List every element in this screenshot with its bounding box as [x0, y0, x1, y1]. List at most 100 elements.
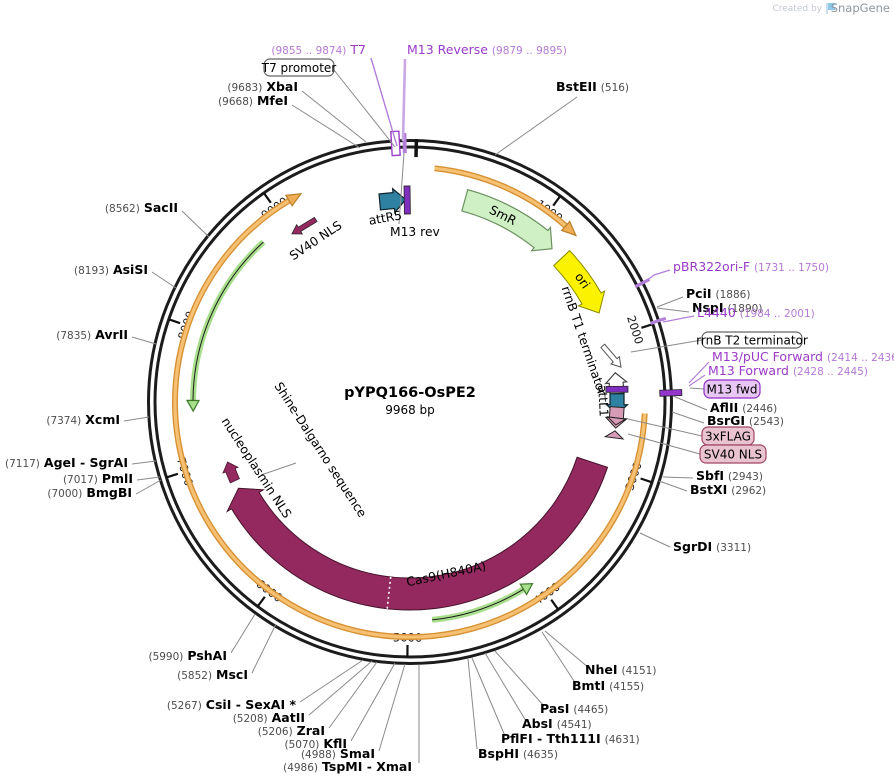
t7-promoter-marker — [390, 130, 401, 157]
leader-box-m13_fwd — [689, 387, 705, 390]
boxed-label-sv40_nls-frame — [699, 444, 767, 464]
enzyme-site-label-bmgbi-part0: (7000) — [47, 488, 82, 500]
leader-nhei — [544, 630, 590, 669]
enzyme-site-label-asisi-part0: (8193) — [74, 265, 109, 277]
boxed-label-flag3x: 3xFLAG — [705, 430, 751, 444]
primer-label-m13-forward: M13 Forward (2428 .. 2445) — [708, 363, 868, 378]
enzyme-site-label-zrai-part0: (5206) — [258, 726, 293, 738]
leader-bsrgi — [671, 411, 705, 424]
leader-xcmi — [123, 416, 150, 422]
primer-label-l4440-part0: L4440 — [697, 305, 736, 320]
enzyme-site-label-bstxi-part0: BstXI — [690, 482, 727, 497]
primer-label-t7-part0: (9855 .. 9874) — [271, 45, 346, 57]
snapgene-flag-icon — [826, 3, 836, 14]
leader-asisi — [151, 271, 177, 289]
enzyme-site-label-pshai: (5990) PshAI — [148, 648, 227, 663]
leader-aatii — [308, 660, 373, 716]
enzyme-site-label-bsphi-part0: BspHI — [478, 746, 519, 761]
enzyme-site-label-tspmi-xmai-part1: TspMI - XmaI — [322, 759, 412, 774]
enzyme-site-label-smai-part1: SmaI — [340, 746, 375, 761]
leader-pshai — [230, 613, 256, 654]
enzyme-site-label-pflfi-tth111i-part1: (4631) — [605, 734, 640, 746]
enzyme-site-label-asisi-part1: AsiSI — [113, 262, 148, 277]
enzyme-site-label-pasi: PasI (4465) — [540, 701, 608, 716]
plasmid-name: pYPQ166-OsPE2 — [344, 385, 476, 401]
leader-xbai — [301, 90, 367, 143]
enzyme-site-label-zrai-part1: ZraI — [297, 723, 325, 738]
l4440-marker — [649, 316, 667, 325]
boxed-label-t7_promoter: T7 promoter — [261, 61, 337, 75]
enzyme-site-label-bsteii: BstEII (516) — [556, 79, 629, 94]
enzyme-site-label-bsteii-part1: (516) — [601, 82, 629, 94]
leader-kfli — [350, 662, 396, 742]
tick-7000 — [166, 472, 179, 479]
enzyme-site-label-xcmi-part1: XcmI — [85, 412, 120, 427]
orf-arrow-bottom-arrowhead — [519, 582, 534, 596]
feature-smr-arc — [461, 188, 553, 252]
leader-box-flag3x — [627, 418, 703, 437]
enzyme-site-label-pcii: PciI (1886) — [686, 286, 750, 301]
enzyme-site-label-xcmi-part0: (7374) — [46, 415, 81, 427]
primer-label-t7: (9855 .. 9874) T7 — [271, 42, 366, 57]
boxed-label-m13_fwd-frame — [703, 379, 761, 399]
leader-bmti — [541, 631, 577, 685]
primer-label-m13-puc-forward-part1: (2414 .. 2436) — [827, 352, 894, 364]
enzyme-site-label-mfei-part1: MfeI — [257, 93, 288, 108]
enzyme-site-label-pcii-part0: PciI — [686, 286, 712, 301]
leader-agei-sgrai — [131, 460, 157, 465]
boxed-label-rrnb_t2-frame — [701, 331, 803, 349]
leader-nspi — [656, 307, 690, 313]
primer-label-m13-puc-forward: M13/pUC Forward (2414 .. 2436) — [712, 349, 894, 364]
enzyme-site-label-nspi-part0: NspI — [692, 300, 724, 315]
leader-zrai — [328, 661, 378, 729]
leader-csii-sexai- — [299, 659, 364, 703]
enzyme-site-label-nhei-part1: (4151) — [622, 665, 657, 677]
leader-box-t7_promoter — [333, 69, 396, 148]
enzyme-site-label-sbfi-part1: (2943) — [728, 471, 763, 483]
leader-mfei — [291, 104, 361, 149]
tick-8000 — [168, 318, 181, 325]
leader-primer-pbr322ori-f — [644, 269, 671, 283]
enzyme-site-label-nspi: NspI (1890) — [692, 300, 762, 315]
orf-arrow-bottom-core — [432, 588, 524, 621]
enzyme-site-label-kfli: (5070) KflI — [284, 736, 347, 751]
primer-label-l4440-part1: (1984 .. 2001) — [740, 308, 815, 320]
enzyme-site-label-sgrdi-part0: SgrDI — [673, 539, 712, 554]
enzyme-site-label-zrai: (5206) ZraI — [258, 723, 325, 738]
attl1-cap-marker — [605, 385, 629, 393]
sv40-nls-inner-marker — [291, 216, 318, 235]
enzyme-site-label-bsteii-part0: BstEII — [556, 79, 597, 94]
backbone-inner-circle — [153, 145, 667, 659]
primer-label-m13-forward-part1: (2428 .. 2445) — [793, 366, 868, 378]
enzyme-site-label-mfei: (9668) MfeI — [218, 93, 288, 108]
primer-label-m13-puc-forward-part0: M13/pUC Forward — [712, 349, 823, 364]
feature-m13-rev-label-part0: M13 rev — [390, 225, 440, 239]
primer-label-m13-forward-part0: M13 Forward — [708, 363, 789, 378]
enzyme-site-label-aatii: (5208) AatII — [233, 710, 305, 725]
enzyme-site-label-avrii-part0: (7835) — [56, 330, 91, 342]
enzyme-site-label-absi-part0: AbsI — [522, 716, 553, 731]
boxed-label-rrnb_t2: rrnB T2 terminator — [696, 334, 808, 348]
orf-arrow-left-arrowhead — [185, 399, 201, 413]
feature-ori-arc — [552, 249, 606, 314]
feature-nucleoplasmin-nls-arrow — [222, 461, 240, 484]
enzyme-site-label-bmti-part0: BmtI — [572, 678, 605, 693]
enzyme-site-label-aflii: AflII (2446) — [710, 400, 777, 415]
enzyme-site-label-sgrdi-part1: (3311) — [716, 542, 751, 554]
feature-cas9-arc — [226, 456, 609, 611]
tick-6000 — [256, 596, 266, 608]
enzyme-site-label-agei-sgrai: (7117) AgeI - SgrAI — [5, 455, 128, 470]
orf-arrow-left-core — [192, 241, 264, 401]
leader-absi — [484, 652, 527, 722]
feature-attl1-label: attL1 — [595, 385, 611, 418]
enzyme-site-label-tspmi-xmai: (4986) TspMI - XmaI — [283, 759, 412, 774]
feature-m13-rev-label: M13 rev — [390, 225, 440, 239]
enzyme-site-label-sbfi: SbfI (2943) — [696, 468, 763, 483]
leader-bsteii — [494, 96, 578, 156]
leader-bstxi — [658, 480, 688, 492]
m13-rev-marker — [403, 185, 411, 215]
enzyme-site-label-pmli-part1: PmlI — [102, 471, 133, 486]
enzyme-site-label-msci: (5852) MscI — [177, 667, 248, 682]
enzyme-site-label-pmli: (7017) PmlI — [63, 471, 133, 486]
